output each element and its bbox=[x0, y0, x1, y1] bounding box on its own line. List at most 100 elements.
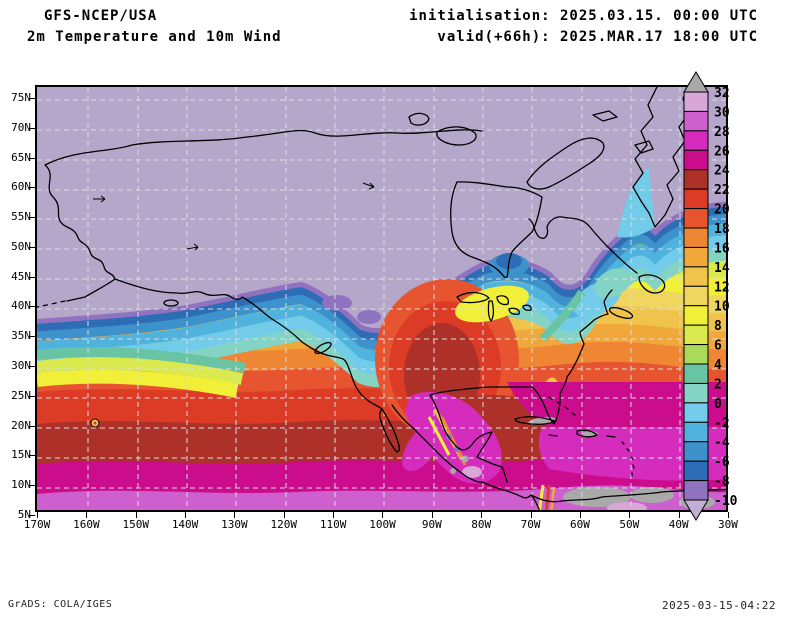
lat-tick bbox=[29, 98, 35, 99]
lon-tick bbox=[580, 512, 581, 518]
lat-tick bbox=[29, 396, 35, 397]
lat-tick-label: 35N bbox=[0, 330, 31, 342]
colorbar-tick-label: 14 bbox=[714, 261, 730, 276]
lat-tick bbox=[29, 426, 35, 427]
colorbar-box bbox=[684, 306, 708, 325]
lat-tick-label: 45N bbox=[0, 271, 31, 283]
colorbar-tick-label: -2 bbox=[714, 416, 730, 431]
colorbar-tick-label: 30 bbox=[714, 105, 730, 120]
colorbar-tick-label: -8 bbox=[714, 475, 730, 490]
colorbar-box bbox=[684, 481, 708, 500]
lon-tick-label: 170W bbox=[17, 519, 57, 531]
colorbar-tick-label: 10 bbox=[714, 300, 730, 315]
lat-tick-label: 75N bbox=[0, 92, 31, 104]
lon-tick-label: 50W bbox=[609, 519, 649, 531]
lat-tick bbox=[29, 366, 35, 367]
valid-time-label: valid(+66h): 2025.MAR.17 18:00 UTC bbox=[437, 29, 758, 45]
lat-tick-label: 50N bbox=[0, 241, 31, 253]
lat-tick bbox=[29, 515, 35, 516]
lat-tick-label: 25N bbox=[0, 390, 31, 402]
lat-tick bbox=[29, 247, 35, 248]
colorbar-box bbox=[684, 150, 708, 169]
lon-tick bbox=[136, 512, 137, 518]
lat-tick-label: 30N bbox=[0, 360, 31, 372]
lon-tick-label: 60W bbox=[560, 519, 600, 531]
map-plot-area bbox=[35, 85, 728, 512]
colorbar-tick-label: -6 bbox=[714, 455, 730, 470]
colorbar-box bbox=[684, 403, 708, 422]
colorbar-box bbox=[684, 286, 708, 305]
colorbar-box bbox=[684, 267, 708, 286]
lat-tick bbox=[29, 485, 35, 486]
colorbar-box bbox=[684, 422, 708, 441]
lon-tick-label: 130W bbox=[214, 519, 254, 531]
colorbar-below-min-triangle bbox=[684, 500, 708, 520]
lon-tick bbox=[185, 512, 186, 518]
colorbar-tick-label: -4 bbox=[714, 436, 730, 451]
colorbar-tick-label: 20 bbox=[714, 203, 730, 218]
lon-tick bbox=[37, 512, 38, 518]
lon-tick-label: 110W bbox=[313, 519, 353, 531]
colorbar-tick-label: 22 bbox=[714, 183, 730, 198]
lat-tick bbox=[29, 187, 35, 188]
colorbar-box bbox=[684, 383, 708, 402]
temperature-colorbar: 32302826242220181614121086420-2-4-6-8-10 bbox=[682, 70, 742, 530]
colorbar-box bbox=[684, 209, 708, 228]
colorbar-box bbox=[684, 345, 708, 364]
colorbar-above-max-triangle bbox=[684, 72, 708, 92]
lon-tick-label: 90W bbox=[412, 519, 452, 531]
lon-tick bbox=[629, 512, 630, 518]
lat-tick bbox=[29, 217, 35, 218]
lat-tick bbox=[29, 306, 35, 307]
page-subtitle: 2m Temperature and 10m Wind bbox=[27, 29, 282, 45]
colorbar-tick-label: 2 bbox=[714, 377, 722, 392]
lon-tick-label: 140W bbox=[165, 519, 205, 531]
lon-tick bbox=[432, 512, 433, 518]
colorbar-tick-label: 18 bbox=[714, 222, 730, 237]
lon-tick bbox=[531, 512, 532, 518]
lat-tick bbox=[29, 158, 35, 159]
colorbar-tick-label: 28 bbox=[714, 125, 730, 140]
colorbar-box bbox=[684, 170, 708, 189]
colorbar-box bbox=[684, 247, 708, 266]
lon-tick-label: 160W bbox=[66, 519, 106, 531]
colorbar-tick-label: -10 bbox=[714, 494, 738, 509]
lon-tick bbox=[679, 512, 680, 518]
lon-tick-label: 80W bbox=[461, 519, 501, 531]
colorbar-box bbox=[684, 461, 708, 480]
lat-tick-label: 15N bbox=[0, 449, 31, 461]
colorbar-tick-label: 6 bbox=[714, 339, 722, 354]
colorbar-tick-label: 12 bbox=[714, 280, 730, 295]
lat-tick-label: 55N bbox=[0, 211, 31, 223]
lon-tick-label: 120W bbox=[264, 519, 304, 531]
colorbar-tick-label: 4 bbox=[714, 358, 722, 373]
lat-tick bbox=[29, 455, 35, 456]
lon-tick bbox=[382, 512, 383, 518]
colorbar-box bbox=[684, 92, 708, 111]
lat-tick-label: 60N bbox=[0, 181, 31, 193]
colorbar-tick-label: 0 bbox=[714, 397, 722, 412]
colorbar-box bbox=[684, 442, 708, 461]
lat-tick-label: 40N bbox=[0, 300, 31, 312]
lon-tick bbox=[234, 512, 235, 518]
lon-tick bbox=[481, 512, 482, 518]
lon-tick-label: 100W bbox=[362, 519, 402, 531]
colorbar-tick-label: 8 bbox=[714, 319, 722, 334]
lat-tick-label: 65N bbox=[0, 152, 31, 164]
temperature-field-map bbox=[37, 87, 726, 510]
lon-tick-label: 150W bbox=[116, 519, 156, 531]
lat-tick bbox=[29, 277, 35, 278]
colorbar-tick-label: 24 bbox=[714, 164, 730, 179]
lon-tick bbox=[284, 512, 285, 518]
initialisation-label: initialisation: 2025.03.15. 00:00 UTC bbox=[409, 8, 758, 24]
lon-tick-label: 70W bbox=[511, 519, 551, 531]
creation-timestamp: 2025-03-15-04:22 bbox=[662, 599, 776, 612]
grads-weather-chart: { "header": { "model": "GFS-NCEP/USA", "… bbox=[0, 0, 800, 618]
colorbar-box bbox=[684, 228, 708, 247]
colorbar-box bbox=[684, 189, 708, 208]
colorbar-box bbox=[684, 325, 708, 344]
page-title: GFS-NCEP/USA bbox=[44, 8, 157, 24]
lat-tick bbox=[29, 336, 35, 337]
colorbar-tick-label: 32 bbox=[714, 86, 730, 101]
grads-credit: GrADS: COLA/IGES bbox=[8, 599, 112, 610]
